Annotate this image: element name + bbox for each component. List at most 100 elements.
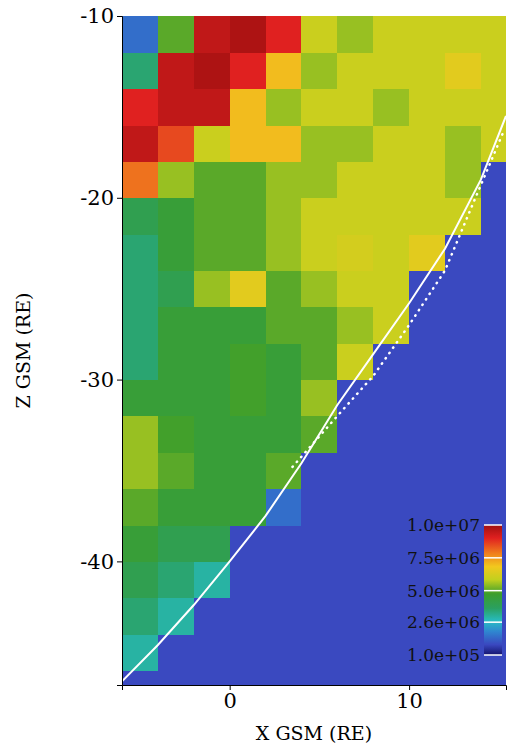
colorbar-tick: [484, 557, 502, 559]
cell: [409, 343, 445, 380]
cell: [373, 52, 409, 89]
cell: [301, 561, 337, 598]
cell: [481, 489, 506, 526]
colorbar-label: 5.0e+06: [407, 581, 480, 601]
cell: [445, 416, 481, 453]
cell: [373, 271, 409, 308]
cell: [373, 380, 409, 417]
cell: [158, 416, 194, 453]
cell: [266, 271, 302, 308]
cell: [230, 16, 266, 53]
cell: [230, 634, 266, 671]
cell: [194, 307, 230, 344]
cell: [194, 125, 230, 162]
cell: [373, 452, 409, 489]
tick-label: -20: [80, 186, 114, 210]
cell: [122, 161, 158, 198]
cell: [373, 598, 409, 635]
cell: [122, 634, 158, 671]
colorbar-tick: [484, 654, 502, 656]
colorbar-tick: [484, 524, 502, 526]
cell: [266, 416, 302, 453]
cell: [373, 670, 409, 685]
tick-mark: [117, 380, 122, 381]
cell: [230, 452, 266, 489]
cell: [481, 452, 506, 489]
cell: [301, 125, 337, 162]
cell: [230, 489, 266, 526]
cell: [301, 489, 337, 526]
cell: [194, 343, 230, 380]
cell: [337, 234, 373, 271]
cell: [301, 307, 337, 344]
tick-mark: [117, 198, 122, 199]
cell: [194, 89, 230, 126]
cell: [409, 416, 445, 453]
cell: [158, 670, 194, 685]
cell: [301, 234, 337, 271]
cell: [337, 561, 373, 598]
y-axis-title: Z GSM (RE): [12, 293, 34, 409]
cell: [301, 452, 337, 489]
colorbar-label: 1.0e+07: [407, 515, 480, 535]
cell: [122, 598, 158, 635]
cell: [194, 670, 230, 685]
cell: [266, 380, 302, 417]
cells: [122, 16, 506, 685]
cell: [158, 489, 194, 526]
cell: [481, 234, 506, 271]
cell: [266, 125, 302, 162]
cell: [481, 416, 506, 453]
cell: [373, 125, 409, 162]
cell: [481, 125, 506, 162]
cell: [337, 489, 373, 526]
x-axis-title: X GSM (RE): [256, 722, 372, 744]
cell: [266, 670, 302, 685]
cell: [194, 452, 230, 489]
cell: [266, 634, 302, 671]
cell: [122, 52, 158, 89]
cell: [122, 234, 158, 271]
cell: [158, 125, 194, 162]
cell: [337, 125, 373, 162]
cell: [194, 234, 230, 271]
cell: [230, 525, 266, 562]
cell: [337, 525, 373, 562]
tick: -30: [80, 368, 122, 392]
cell: [194, 16, 230, 53]
cell: [122, 561, 158, 598]
cell: [122, 380, 158, 417]
cell: [122, 16, 158, 53]
cell: [194, 271, 230, 308]
cell: [337, 598, 373, 635]
cell: [445, 307, 481, 344]
colorbar: 1.0e+077.5e+065.0e+062.6e+061.0e+05: [407, 515, 502, 665]
cell: [445, 52, 481, 89]
cell: [122, 89, 158, 126]
chart: 010-10-20-30-40X GSM (RE)Z GSM (RE)1.0e+…: [0, 0, 512, 752]
cell: [158, 525, 194, 562]
cell: [266, 234, 302, 271]
colorbar-label: 7.5e+06: [407, 548, 480, 568]
cell: [301, 16, 337, 53]
cell: [409, 125, 445, 162]
cell: [409, 452, 445, 489]
cell: [445, 670, 481, 685]
cell: [266, 561, 302, 598]
cell: [481, 52, 506, 89]
cell: [301, 198, 337, 235]
axis-line: [117, 17, 123, 686]
cell: [158, 380, 194, 417]
cell: [445, 161, 481, 198]
cell: [409, 307, 445, 344]
cell: [122, 452, 158, 489]
colorbar-label: 1.0e+05: [407, 645, 480, 665]
cell: [481, 271, 506, 308]
cell: [373, 89, 409, 126]
cell: [409, 380, 445, 417]
cell: [266, 161, 302, 198]
cell: [409, 670, 445, 685]
tick: 0: [223, 685, 236, 713]
cell: [445, 125, 481, 162]
cell: [337, 89, 373, 126]
